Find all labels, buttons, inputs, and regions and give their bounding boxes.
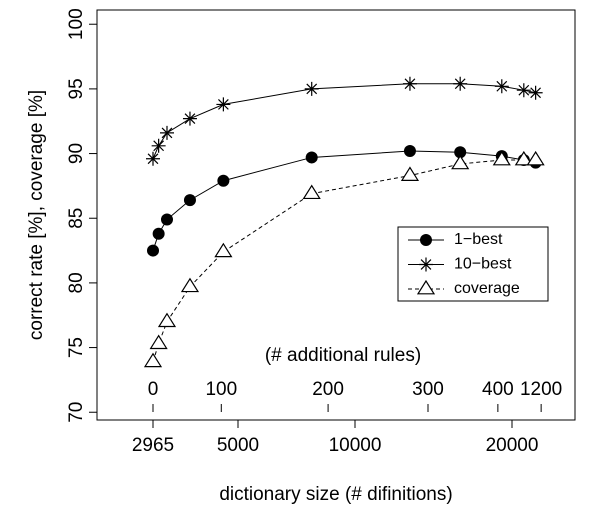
y-axis-title: correct rate [%], coverage [%] (26, 90, 47, 340)
y-tick-label: 100 (66, 8, 87, 40)
point (214, 242, 233, 258)
point (514, 150, 533, 166)
y-tick-label: 70 (66, 402, 87, 423)
y-tick-label: 75 (66, 337, 87, 358)
top-axis-label: 400 (482, 379, 514, 400)
point (146, 151, 160, 166)
point (183, 194, 196, 207)
top-axis-label: 300 (412, 379, 444, 400)
legend-label: 1−best (454, 231, 503, 248)
point (147, 244, 159, 257)
legend: 1−best 10−best coverage (397, 226, 549, 302)
legend-marker (419, 257, 433, 272)
x-tick-label: 10000 (329, 435, 382, 456)
y-tick-label: 95 (66, 78, 87, 99)
series-line (152, 83, 536, 159)
x-tick-label: 5000 (217, 435, 259, 456)
legend-label: 10−best (454, 256, 512, 273)
point (149, 334, 168, 350)
y-tick-label: 80 (66, 272, 87, 293)
x-tick-label: 20000 (486, 435, 539, 456)
point (217, 174, 230, 187)
top-axis-label: 100 (205, 379, 237, 400)
point (451, 154, 470, 170)
x-tick-label: 2965 (132, 435, 174, 456)
point (305, 151, 318, 164)
point (304, 81, 319, 96)
point (180, 277, 200, 293)
point (454, 146, 467, 159)
legend-marker (416, 279, 436, 295)
y-tick-label: 90 (66, 143, 87, 164)
y-tick-label: 85 (66, 208, 87, 229)
point (216, 97, 231, 112)
point (400, 166, 420, 181)
point (516, 83, 531, 98)
point (402, 76, 417, 91)
top-axis-title: (# additional rules) (265, 345, 421, 366)
point (494, 79, 509, 94)
point (182, 111, 197, 126)
top-axis-label: 1200 (520, 379, 562, 400)
point (159, 125, 174, 140)
plot-box (96, 9, 576, 421)
point (302, 184, 321, 200)
point (403, 144, 416, 157)
top-axis-label: 200 (312, 379, 344, 400)
point (152, 227, 165, 240)
point (528, 85, 543, 100)
point (143, 352, 163, 368)
point (492, 150, 511, 166)
x-axis-title: dictionary size (# difinitions) (219, 484, 452, 505)
legend-label: coverage (454, 280, 520, 297)
point (157, 312, 177, 328)
point (151, 138, 166, 153)
point (526, 150, 545, 166)
top-axis-label: 0 (148, 379, 159, 400)
point (453, 76, 468, 91)
legend-marker (420, 234, 432, 246)
point (160, 213, 173, 226)
